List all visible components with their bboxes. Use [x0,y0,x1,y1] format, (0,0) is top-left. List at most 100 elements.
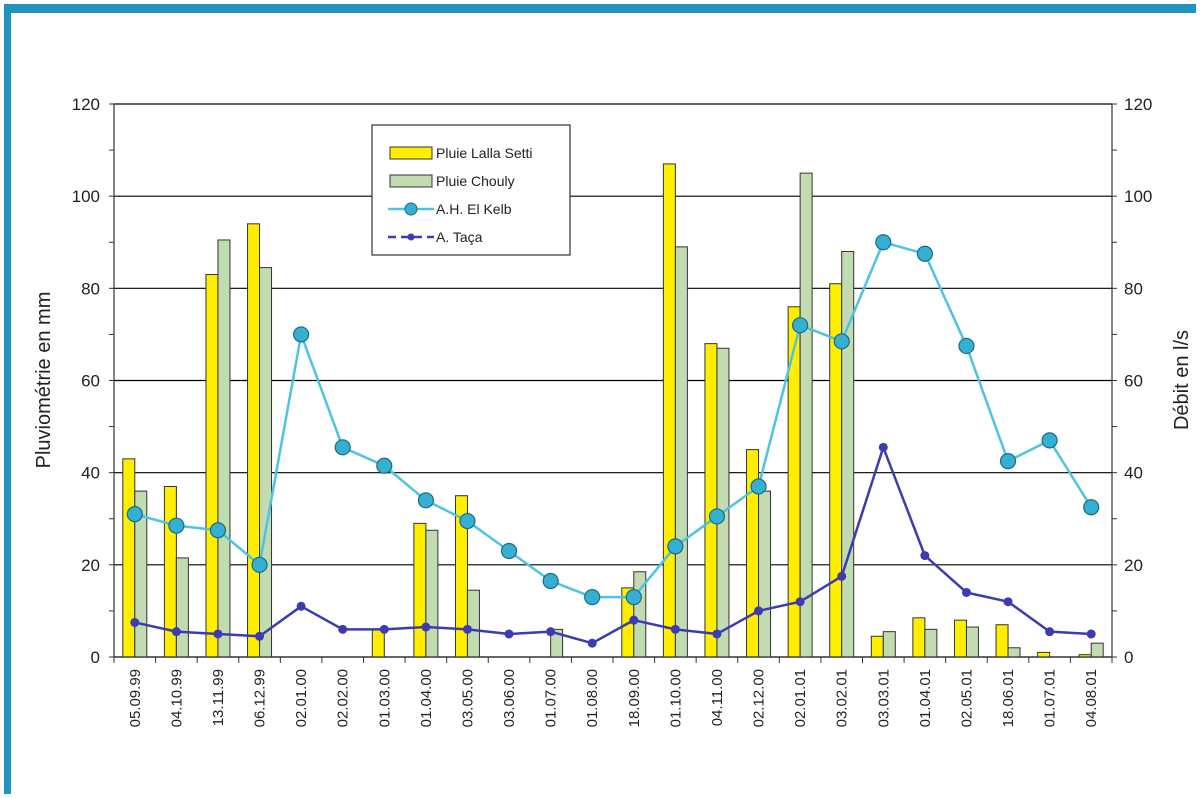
marker-taca [379,624,389,634]
marker-el-kelb [833,333,850,350]
marker-taca [587,638,597,648]
x-tick-label: 02.01.00 [293,669,310,727]
marker-el-kelb [251,556,268,573]
legend-label-taca: A. Taça [436,229,483,245]
x-tick-label: 04.11.00 [709,669,726,726]
x-tick-label: 01.10.00 [667,669,684,727]
bar-chouly [1007,647,1021,658]
bar-chouly [674,246,688,658]
marker-el-kelb [500,542,518,560]
x-tick-label: 02.12.00 [751,669,768,727]
marker-el-kelb [625,588,642,606]
y-tick-label: 0 [91,648,100,667]
x-tick-label: 06.12.99 [252,669,269,727]
marker-taca [338,624,348,634]
axis-layer: 0 0 20 20 40 40 60 60 80 80 100 100 120 120 05.09.99 04… [72,95,1153,727]
y-axis-label: Pluviométrie en mm [33,292,55,469]
marker-el-kelb [334,439,351,456]
y-tick-label: 60 [81,372,100,391]
marker-taca [504,629,514,639]
marker-el-kelb [958,337,975,355]
y2-axis-label: Débit en l/s [1171,330,1193,430]
y2-tick-label: 100 [1124,187,1152,206]
marker-taca [171,627,181,637]
x-tick-label: 04.10.99 [168,669,185,727]
bar-chouly [259,267,273,658]
line-layer [126,234,1100,648]
x-tick-label: 18.06.01 [1000,669,1017,727]
marker-el-kelb [168,517,185,534]
bar-chouly [758,490,772,658]
bar-chouly [799,172,813,658]
x-tick-label: 01.07.01 [1042,669,1059,727]
y2-tick-label: 40 [1124,464,1143,483]
x-tick-label: 03.02.01 [834,669,851,727]
y-tick-label: 40 [81,464,100,483]
bar-lalla-setti [953,619,967,658]
legend-label-lalla-setti: Pluie Lalla Setti [436,145,533,161]
marker-el-kelb [542,572,559,590]
marker-el-kelb [293,326,310,343]
x-tick-label: 01.07.00 [543,669,560,727]
marker-taca [296,601,306,611]
bar-chouly [217,239,231,658]
marker-el-kelb [209,522,227,539]
marker-taca [1045,627,1055,637]
x-tick-label: 02.05.01 [958,669,975,727]
legend-marker-el-kelb [404,202,418,216]
marker-taca [255,631,265,641]
y-tick-label: 80 [81,279,100,298]
x-tick-label: 01.08.00 [584,669,601,727]
legend-label-el-kelb: A.H. El Kelb [436,201,512,217]
bar-lalla-setti [870,635,884,658]
marker-taca [837,571,847,581]
line-taca [134,446,1092,645]
marker-taca [1003,597,1013,607]
bar-lalla-setti [205,274,219,658]
x-tick-label: 01.03.00 [376,669,393,727]
marker-taca [670,624,680,634]
x-tick-label: 05.09.99 [127,669,144,727]
marker-el-kelb [916,245,933,262]
marker-el-kelb [708,508,726,525]
x-tick-label: 03.05.00 [459,669,476,727]
marker-taca [961,587,971,597]
marker-el-kelb [459,512,476,530]
y-tick-label: 20 [81,556,100,575]
marker-taca [795,597,805,607]
marker-taca [878,442,888,452]
marker-el-kelb [875,234,892,251]
marker-taca [130,617,140,627]
bar-lalla-setti [371,628,385,658]
x-tick-label: 13.11.99 [210,669,227,726]
bar-lalla-setti [704,343,718,658]
marker-el-kelb [1083,499,1100,516]
x-tick-label: 01.04.00 [418,669,435,727]
y2-tick-label: 60 [1124,372,1143,391]
x-tick-label: 03.06.00 [501,669,518,727]
legend-label-chouly: Pluie Chouly [436,173,515,189]
y2-tick-label: 20 [1124,556,1143,575]
marker-el-kelb [750,478,767,495]
bar-chouly [425,529,439,658]
y2-tick-label: 80 [1124,279,1143,298]
marker-el-kelb [376,457,393,474]
marker-taca [546,627,556,637]
marker-taca [213,629,223,639]
bar-lalla-setti [662,163,676,658]
bar-chouly [1090,642,1104,658]
legend-swatch-lalla-setti [389,146,433,160]
marker-taca [421,622,431,632]
bar-lalla-setti [247,223,261,658]
bar-chouly [175,557,189,658]
bar-chouly [924,628,938,658]
marker-taca [712,629,722,639]
x-tick-label: 02.01.01 [792,669,809,727]
marker-taca [1086,629,1096,639]
x-tick-label: 04.08.01 [1083,669,1100,727]
legend-marker-taca [407,233,415,241]
bar-lalla-setti [122,458,136,658]
bar-chouly [841,250,855,658]
marker-el-kelb [126,506,143,523]
